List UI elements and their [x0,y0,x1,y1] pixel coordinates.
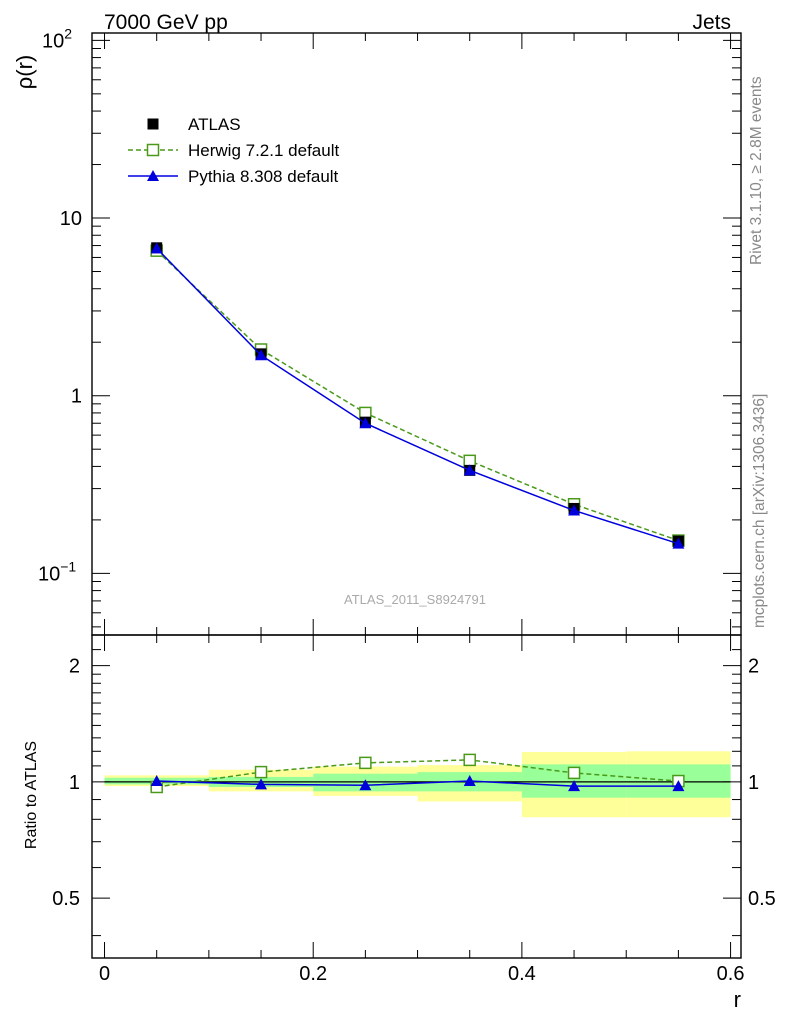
ratio-point-pythia [568,780,581,792]
legend-label-pythia: Pythia 8.308 default [188,167,339,186]
header-left: 7000 GeV pp [104,11,228,34]
ratio-point-pythia [255,778,268,790]
point-pythia [672,537,685,549]
y-tick-label: 1 [71,386,82,408]
x-tick-label: 0.6 [717,963,745,985]
ratio-line-pythia [156,780,679,787]
series-line-pythia [156,247,679,545]
ratio-point-herwig [359,756,372,770]
x-axis-label: r [734,987,741,1012]
y-tick-label: 10 [60,208,82,230]
point-pythia [463,464,476,476]
header-right: Jets [692,11,731,34]
series-line-herwig [156,250,679,542]
point-pythia [359,417,372,429]
y-tick-label: 102 [42,25,72,52]
legend-label-herwig: Herwig 7.2.1 default [188,141,339,160]
ratio-plot-panel: 0.5 0.5 1 1 2 2 0 0.2 0.4 0.6r Ratio to ATLAS [23,634,776,1012]
y-axis-label: ρ(r) [12,55,37,90]
point-pythia [150,242,163,254]
watermark: ATLAS_2011_S8924791 [344,592,486,607]
ratio-point-herwig [463,753,476,767]
ratio-point-pythia [150,775,163,787]
ratio-point-pythia [672,780,685,792]
ratio-y-tick-label: 0.5 [52,888,80,910]
ratio-y-tick-label: 1 [69,772,80,794]
ratio-point-herwig [254,765,268,779]
point-pythia [255,349,268,361]
legend-marker-herwig [146,143,160,157]
x-tick-label: 0 [99,963,110,985]
mcplots-label: mcplots.cern.ch [arXiv:1306.3436] [751,394,768,628]
ratio-point-pythia [359,779,372,791]
rivet-label: Rivet 3.1.10, ≥ 2.8M events [748,76,765,265]
point-pythia [568,504,581,516]
legend-marker-pythia [147,170,159,181]
ratio-frame [91,634,742,959]
ratio-y-tick-label-right: 0.5 [748,888,776,910]
x-tick-label: 0.2 [299,963,327,985]
ratio-axis-label: Ratio to ATLAS [23,741,40,849]
legend-marker-data [147,118,159,130]
ratio-y-tick-label: 2 [69,656,80,678]
ratio-y-tick-label-right: 2 [748,656,759,678]
x-tick-label: 0.4 [508,963,536,985]
legend: ATLAS Herwig 7.2.1 default Pythia 8.308 de… [128,115,339,186]
ratio-y-tick-label-right: 1 [748,772,759,794]
y-tick-label: 10−1 [38,558,76,585]
legend-label-data: ATLAS [188,115,241,134]
ratio-point-herwig [567,766,581,780]
ratio-point-pythia [463,775,476,787]
